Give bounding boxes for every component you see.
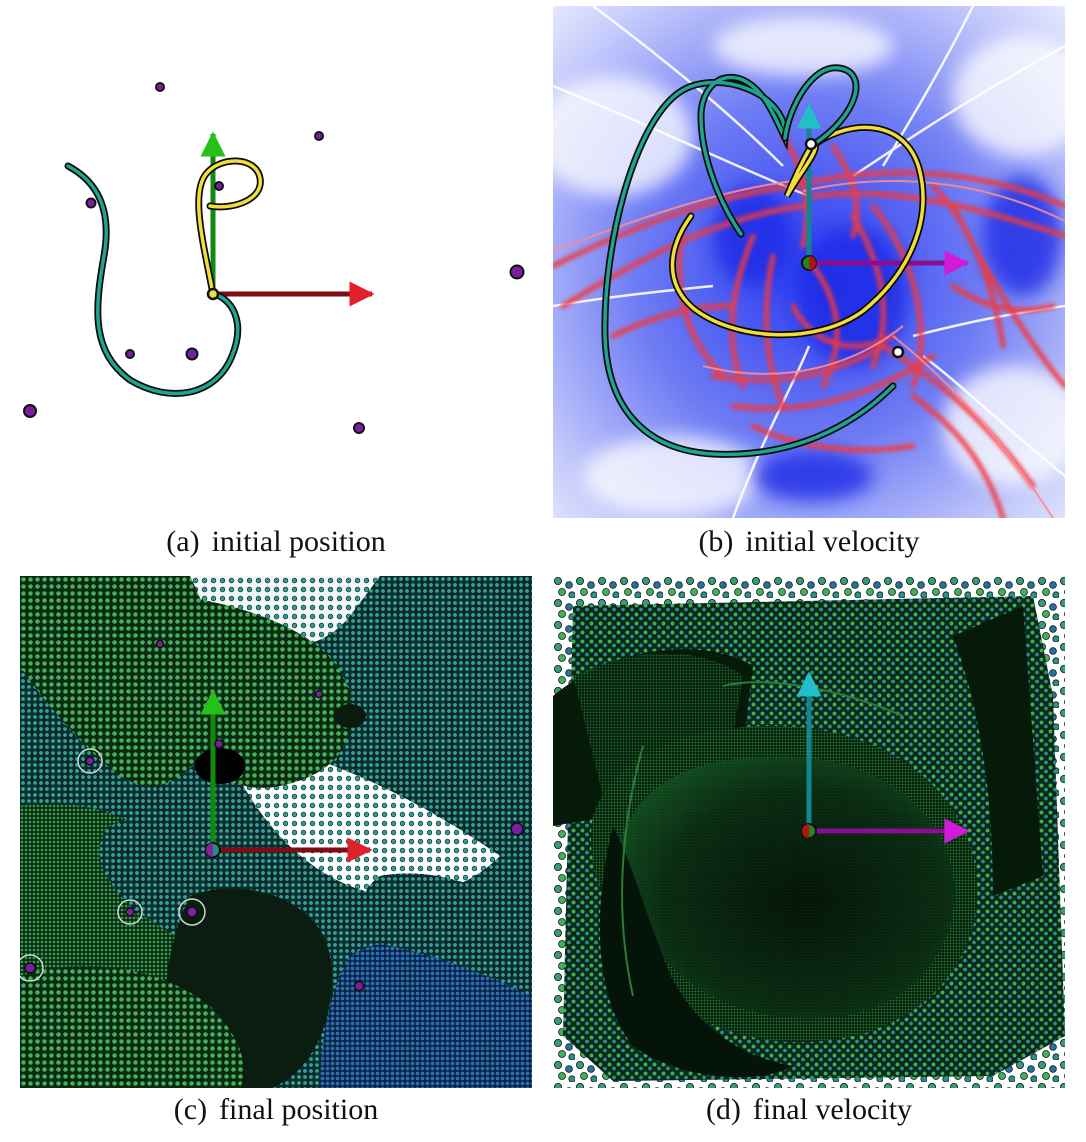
caption-initial-position: (a) initial position	[20, 522, 532, 562]
origin-marker	[206, 287, 220, 301]
point-mass	[314, 689, 324, 699]
panel-initial-position	[20, 6, 532, 518]
particle-sheet	[20, 576, 219, 786]
point-mass	[125, 349, 135, 359]
caption-title: initial position	[211, 525, 386, 558]
orbit-endpoint	[891, 345, 905, 359]
point-mass	[155, 82, 165, 92]
particle-sheet	[361, 873, 532, 996]
origin-marker	[205, 842, 221, 858]
point-mass	[353, 422, 365, 434]
point-masses	[23, 82, 525, 434]
particle-sheet	[320, 937, 532, 1088]
point-mass	[353, 980, 365, 992]
point-mass	[155, 639, 165, 649]
point-masses	[20, 639, 524, 992]
caption-title: final velocity	[752, 1093, 913, 1126]
caption-title: final position	[219, 1093, 379, 1126]
particle-sheet	[573, 653, 743, 796]
particle-sheet	[320, 628, 532, 876]
point-mass	[186, 906, 198, 918]
initial-position-figure	[20, 6, 532, 518]
orbit-endpoint	[804, 137, 818, 151]
caption-initial-velocity: (b) initial velocity	[553, 522, 1065, 562]
final-velocity-figure	[553, 576, 1065, 1088]
caption-label: (b)	[698, 525, 734, 558]
caption-title: initial velocity	[745, 525, 920, 558]
point-mass	[125, 907, 135, 917]
point-mass	[509, 264, 525, 280]
caption-label: (a)	[166, 525, 200, 558]
origin-marker	[801, 255, 817, 271]
caption-final-velocity: (d) final velocity	[553, 1090, 1065, 1130]
point-mass	[85, 197, 97, 209]
point-mass	[185, 347, 199, 361]
final-position-figure	[20, 576, 532, 1088]
point-mass	[214, 181, 224, 191]
particle-sheet	[20, 966, 244, 1088]
point-mass	[23, 404, 37, 418]
caption-label: (d)	[705, 1093, 741, 1126]
panel-final-position	[20, 576, 532, 1088]
point-mass	[214, 739, 224, 749]
initial-velocity-figure	[553, 6, 1065, 518]
particle-sheet	[953, 606, 1043, 896]
point-mass	[314, 131, 324, 141]
particle-sheet	[599, 826, 793, 1078]
panel-initial-velocity	[553, 6, 1065, 518]
point-mass	[85, 756, 95, 766]
panel-final-velocity	[553, 576, 1065, 1088]
point-mass	[24, 962, 36, 974]
point-mass	[510, 822, 524, 836]
caption-label: (c)	[173, 1093, 208, 1126]
origin-marker	[801, 823, 817, 839]
caption-final-position: (c) final position	[20, 1090, 532, 1130]
field-white-streaks	[553, 6, 1065, 518]
